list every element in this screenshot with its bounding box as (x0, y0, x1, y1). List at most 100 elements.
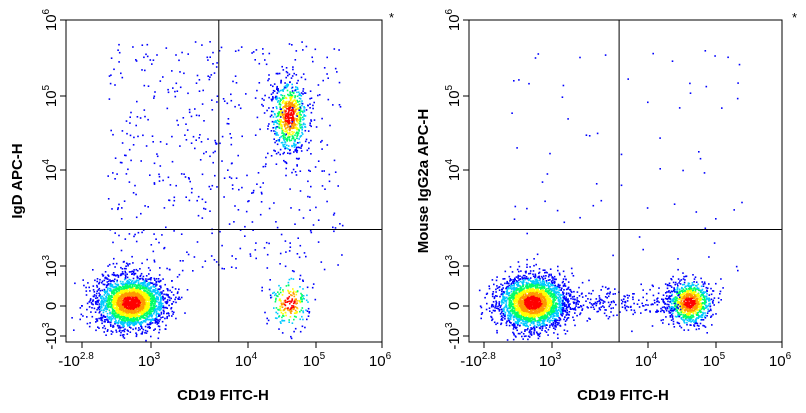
event-dot (120, 281, 122, 283)
event-dot (264, 59, 266, 61)
event-dot (138, 232, 140, 234)
event-dot (289, 303, 291, 305)
event-dot (291, 77, 293, 79)
event-dot (130, 327, 132, 329)
event-dot (530, 277, 532, 279)
event-dot (156, 278, 158, 280)
event-dot (306, 46, 308, 48)
event-dot (143, 301, 145, 303)
event-dot (107, 287, 109, 289)
event-dot (113, 69, 115, 71)
event-dot (101, 282, 103, 284)
event-dot (268, 107, 270, 109)
event-dot (286, 71, 288, 73)
event-dot (179, 274, 181, 276)
event-dot (172, 311, 174, 313)
event-dot (157, 293, 159, 295)
event-dot (157, 290, 159, 292)
event-dot (497, 287, 499, 289)
event-dot (162, 321, 164, 323)
event-dot (311, 120, 313, 122)
event-dot (119, 304, 121, 306)
event-dot (120, 267, 122, 269)
event-dot (229, 176, 231, 178)
event-dot (282, 332, 284, 334)
event-dot (147, 295, 149, 297)
event-dot (573, 319, 575, 321)
event-dot (285, 266, 287, 268)
event-dot (96, 291, 98, 293)
event-dot (158, 338, 160, 340)
event-dot (326, 57, 328, 59)
event-dot (290, 134, 292, 136)
event-dot (132, 290, 134, 292)
event-dot (570, 307, 572, 309)
event-dot (185, 196, 187, 198)
event-dot (279, 122, 281, 124)
event-dot (166, 303, 168, 305)
event-dot (133, 137, 135, 139)
event-dot (120, 283, 122, 285)
event-dot (309, 103, 311, 105)
event-dot (523, 333, 525, 335)
event-dot (115, 275, 117, 277)
event-dot (110, 303, 112, 305)
event-dot (136, 281, 138, 283)
event-dot (552, 279, 554, 281)
event-dot (148, 282, 150, 284)
event-dot (500, 306, 502, 308)
event-dot (140, 213, 142, 215)
event-dot (119, 292, 121, 294)
event-dot (278, 152, 280, 154)
event-dot (111, 208, 113, 210)
event-dot (166, 316, 168, 318)
event-dot (296, 132, 298, 134)
event-dot (293, 303, 295, 305)
event-dot (148, 316, 150, 318)
event-dot (293, 319, 295, 321)
event-dot (89, 326, 91, 328)
event-dot (138, 311, 140, 313)
event-dot (319, 94, 321, 96)
event-dot (158, 174, 160, 176)
event-dot (114, 301, 116, 303)
event-dot (289, 149, 291, 151)
event-dot (145, 54, 147, 56)
event-dot (150, 336, 152, 338)
event-dot (254, 59, 256, 61)
event-dot (298, 158, 300, 160)
event-dot (173, 294, 175, 296)
event-dot (310, 140, 312, 142)
event-dot (271, 130, 273, 132)
event-dot (564, 276, 566, 278)
event-dot (277, 296, 279, 298)
event-dot (191, 116, 193, 118)
event-dot (105, 271, 107, 273)
event-dot (197, 75, 199, 77)
event-dot (107, 330, 109, 332)
event-dot (140, 310, 142, 312)
y-axis-label: IgD APC-H (9, 143, 26, 218)
event-dot (266, 242, 268, 244)
event-dot (292, 66, 294, 68)
event-dot (497, 322, 499, 324)
event-dot (107, 175, 109, 177)
event-dot (295, 316, 297, 318)
event-dot (123, 261, 125, 263)
event-dot (306, 300, 308, 302)
event-dot (128, 319, 130, 321)
event-dot (287, 297, 289, 299)
event-dot (236, 82, 238, 84)
event-dot (149, 327, 151, 329)
event-dot (303, 312, 305, 314)
event-dot (136, 317, 138, 319)
event-dot (183, 73, 185, 75)
event-dot (122, 301, 124, 303)
event-dot (114, 296, 116, 298)
event-dot (136, 60, 138, 62)
event-dot (129, 321, 131, 323)
event-dot (117, 274, 119, 276)
event-dot (166, 307, 168, 309)
event-dot (558, 317, 560, 319)
event-dot (123, 288, 125, 290)
